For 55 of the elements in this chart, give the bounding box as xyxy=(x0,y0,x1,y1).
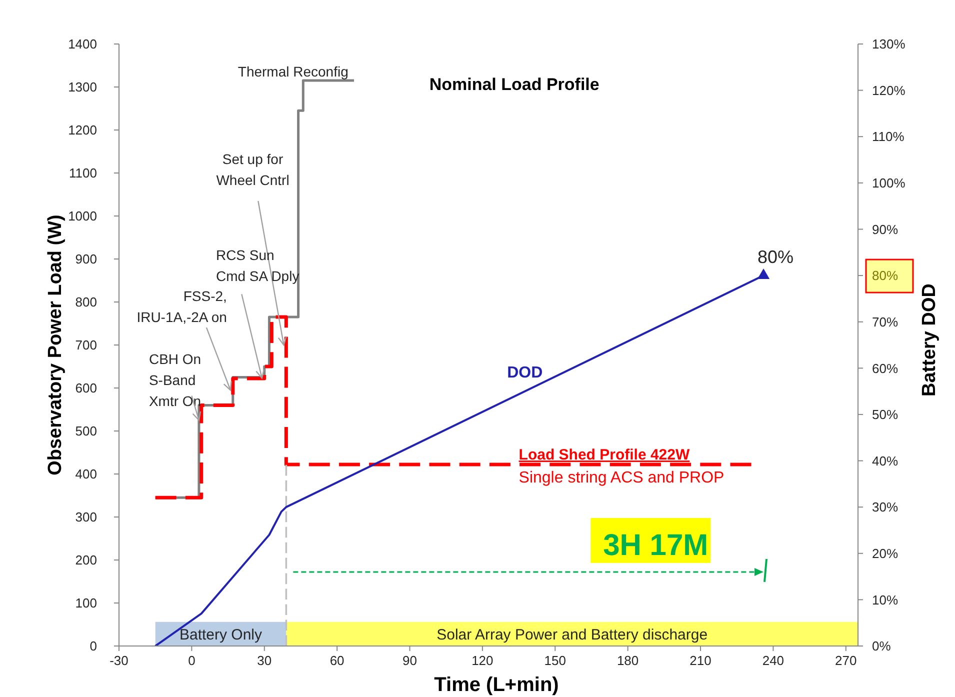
y2-tick-label: 20% xyxy=(872,546,898,561)
y2-tick-label: 100% xyxy=(872,176,906,191)
y-tick-label: 1100 xyxy=(69,166,97,181)
y-tick-label: 700 xyxy=(75,338,97,353)
y-tick-label: 900 xyxy=(75,252,97,267)
y-tick-label: 1300 xyxy=(68,80,97,95)
x-tick-label: 270 xyxy=(835,653,857,668)
x-tick-label: 240 xyxy=(762,653,784,668)
x-axis-title: Time (L+min) xyxy=(434,674,559,696)
y2-tick-label: 40% xyxy=(872,453,898,468)
x-tick-label: 60 xyxy=(330,653,344,668)
x-tick-label: 150 xyxy=(544,653,566,668)
y-tick-label: 600 xyxy=(75,380,97,396)
annotation: Thermal Reconfig xyxy=(238,64,348,80)
y-tick-label: 200 xyxy=(75,552,97,568)
x-tick-label: 90 xyxy=(402,653,417,668)
y2-tick-label: 90% xyxy=(872,222,898,237)
annotation: FSS-2, IRU-1A,-2A on xyxy=(136,288,227,326)
x-tick-label: 30 xyxy=(257,653,272,668)
x-tick-label: 120 xyxy=(472,653,494,668)
y-tick-label: 1000 xyxy=(68,208,97,224)
y2-axis-title: Battery DOD xyxy=(919,284,940,396)
x-tick-label: 180 xyxy=(616,653,639,668)
y-tick-label: 1400 xyxy=(68,36,97,52)
annotation: CBH On S-Band Xmtr On xyxy=(148,350,202,409)
y2-tick-label: 0% xyxy=(872,638,892,654)
y2-tick-label: 130% xyxy=(872,36,906,52)
data-label: 80% xyxy=(757,247,794,268)
y2-tick-label: 10% xyxy=(872,592,898,608)
y-tick-label: 1200 xyxy=(68,122,97,138)
y-tick-label: 100 xyxy=(75,596,97,611)
text: Nominal Load Profile xyxy=(429,75,600,94)
y2-tick-label: 70% xyxy=(872,314,898,330)
y-tick-label: 500 xyxy=(75,424,97,439)
y2-tick-label: 50% xyxy=(872,407,898,422)
series-label: DOD xyxy=(507,364,543,382)
y-tick-label: 0 xyxy=(90,638,97,654)
annotation: Single string ACS and PROP xyxy=(518,470,724,487)
band-label: Solar Array Power and Battery discharge xyxy=(436,626,708,644)
y2-tick-label: 80% xyxy=(872,268,898,284)
annotation: 3H 17M xyxy=(603,528,708,562)
y2-tick-label: 60% xyxy=(872,360,898,376)
y-tick-label: 800 xyxy=(75,294,97,310)
annotation: Set up for Wheel Cntrl xyxy=(216,151,290,188)
y-axis-title: Observatory Power Load (W) xyxy=(45,214,66,476)
x-tick-label: 210 xyxy=(690,653,712,668)
x-tick-label: -30 xyxy=(110,653,128,668)
y-tick-label: 300 xyxy=(75,510,97,525)
y2-tick-label: 110% xyxy=(872,129,905,144)
band-label: Battery Only xyxy=(180,626,263,644)
y2-tick-label: 120% xyxy=(872,82,906,98)
series-label: Load Shed Profile 422W xyxy=(518,446,690,464)
x-tick-label: 0 xyxy=(188,653,196,668)
y-tick-label: 400 xyxy=(75,466,97,482)
y2-tick-label: 30% xyxy=(872,500,898,515)
